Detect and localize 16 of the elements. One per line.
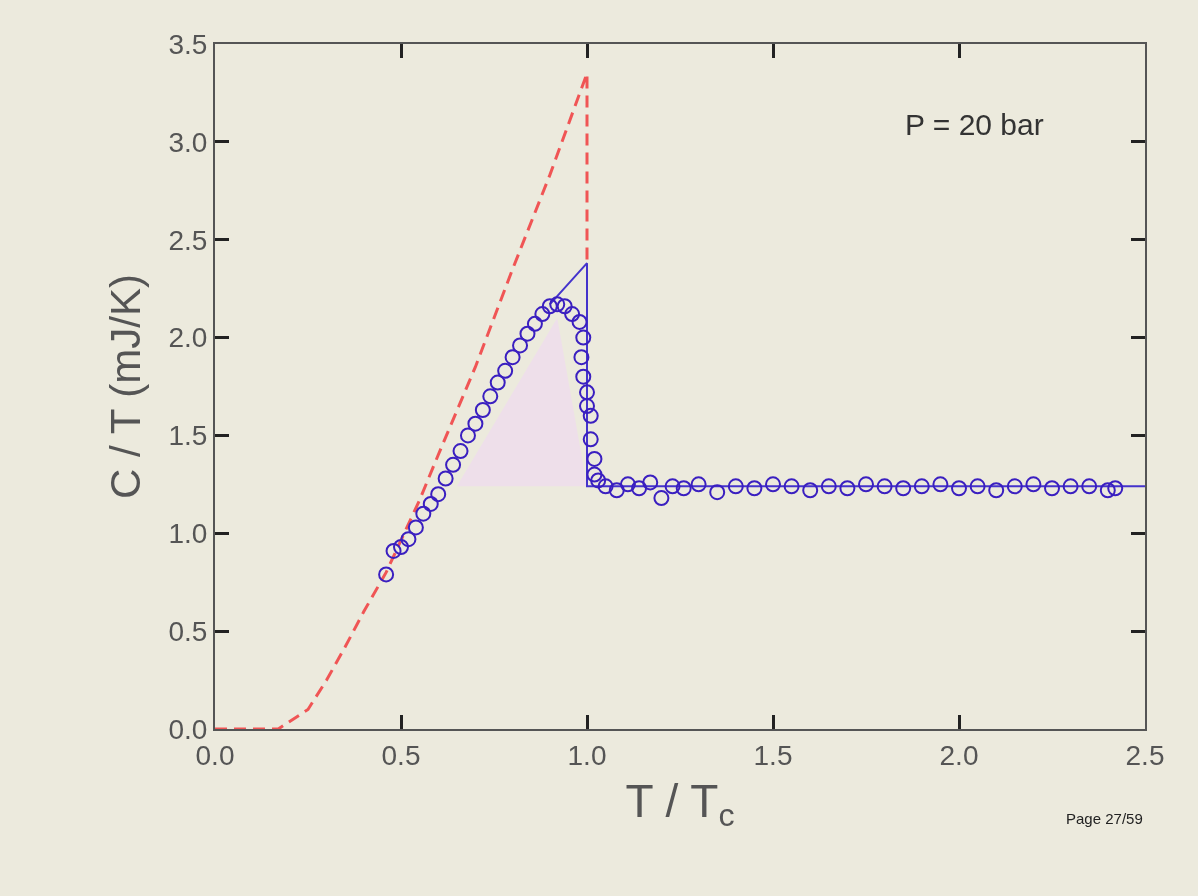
- x-tick-label: 2.0: [939, 739, 979, 771]
- y-tick-label: 2.5: [168, 224, 208, 256]
- y-tick-label: 2.0: [168, 322, 208, 354]
- x-tick-label: 1.0: [567, 739, 607, 771]
- y-tick-label: 3.5: [168, 28, 208, 60]
- x-axis-title: T / T$_{c}$: [625, 774, 735, 834]
- y-tick-label: 0.5: [168, 615, 208, 647]
- text: Page 27/59: [1066, 810, 1143, 827]
- y-axis-title: C / T (mJ/K): [101, 274, 149, 499]
- annotation: P = 20 bar: [905, 108, 1044, 141]
- x-tick-label: 0.5: [381, 739, 421, 771]
- x-tick-label: 1.5: [753, 739, 793, 771]
- x-tick-label: 2.5: [1125, 739, 1165, 771]
- y-tick-label: 3.0: [168, 126, 208, 158]
- y-tick-label: 1.0: [168, 518, 208, 550]
- y-tick-label: 1.5: [168, 420, 208, 452]
